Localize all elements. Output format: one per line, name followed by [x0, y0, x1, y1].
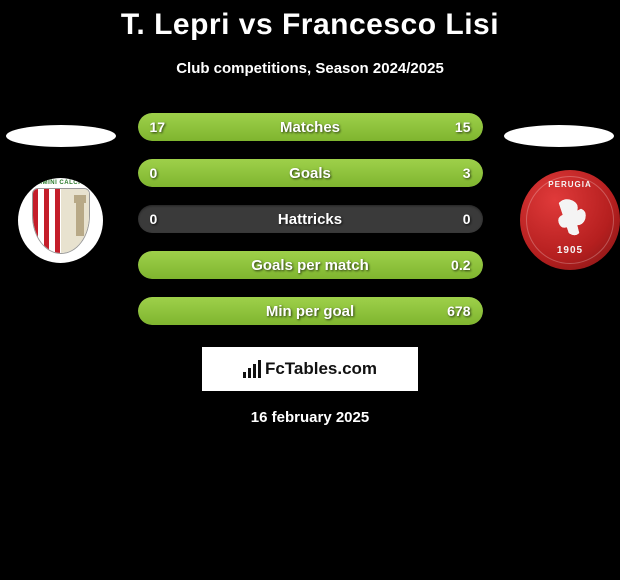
stat-label: Matches [280, 119, 340, 136]
stat-value-right: 0.2 [451, 257, 470, 273]
stat-label: Hattricks [278, 211, 342, 228]
griffin-icon [547, 195, 593, 241]
stat-row: 0 Hattricks 0 [138, 205, 483, 233]
bar-chart-icon [243, 360, 261, 378]
stat-row: 17 Matches 15 [138, 113, 483, 141]
subtitle: Club competitions, Season 2024/2025 [0, 60, 620, 77]
club-badge-left: RIMINI CALCIO [18, 178, 118, 263]
source-logo-text: FcTables.com [265, 359, 377, 379]
badge-text-bottom: 1905 [520, 245, 620, 256]
page-title: T. Lepri vs Francesco Lisi [0, 8, 620, 42]
stat-value-right: 15 [455, 119, 471, 135]
stat-row: 0 Goals 3 [138, 159, 483, 187]
stat-label: Goals per match [251, 257, 369, 274]
stat-value-left: 0 [150, 165, 158, 181]
stat-value-right: 0 [463, 211, 471, 227]
comparison-card: T. Lepri vs Francesco Lisi Club competit… [0, 0, 620, 426]
player-slot-right [504, 125, 614, 147]
stat-label: Min per goal [266, 303, 354, 320]
snapshot-date: 16 february 2025 [0, 409, 620, 426]
stat-value-left: 0 [150, 211, 158, 227]
stat-row: Min per goal 678 [138, 297, 483, 325]
stat-value-right: 678 [447, 303, 470, 319]
stat-value-left: 17 [150, 119, 166, 135]
club-badge-right: PERUGIA 1905 [520, 170, 620, 270]
player-slot-left [6, 125, 116, 147]
crest-ring-text: RIMINI CALCIO [18, 180, 103, 186]
source-logo[interactable]: FcTables.com [202, 347, 418, 391]
tower-icon [76, 201, 84, 236]
stat-label: Goals [289, 165, 331, 182]
stat-row: Goals per match 0.2 [138, 251, 483, 279]
stat-value-right: 3 [463, 165, 471, 181]
badge-text-top: PERUGIA [520, 180, 620, 189]
